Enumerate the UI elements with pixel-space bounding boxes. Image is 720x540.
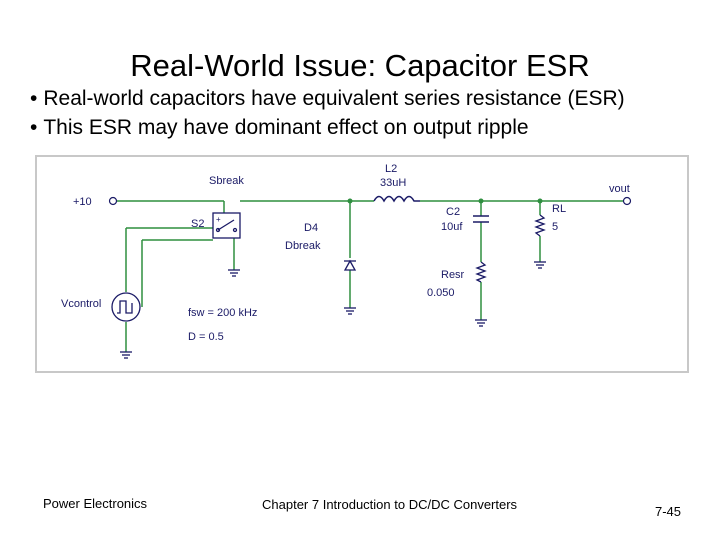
bullet-list: Real-world capacitors have equivalent se…: [30, 84, 625, 142]
output-terminal: [622, 196, 632, 206]
bullet-item: Real-world capacitors have equivalent se…: [30, 84, 624, 113]
output-label: vout: [609, 183, 630, 195]
source-label: +10: [73, 196, 92, 208]
duty-label: D = 0.5: [188, 331, 224, 343]
footer-chapter: Chapter 7 Introduction to DC/DC Converte…: [262, 497, 518, 512]
load-value-label: 5: [552, 221, 558, 233]
esr-name-label: Resr: [441, 269, 465, 281]
junction-dots: [347, 198, 543, 204]
diode-symbol: [343, 259, 357, 271]
switch-name-label: S2: [191, 218, 204, 230]
bullet-item: This ESR may have dominant effect on out…: [30, 113, 625, 142]
footer-course: Power Electronics: [43, 496, 148, 511]
diode-name-label: D4: [304, 222, 318, 234]
inductor-symbol: [373, 195, 420, 203]
source-terminal: [108, 196, 118, 206]
switch-model-label: Sbreak: [209, 175, 244, 187]
slide-title: Real-World Issue: Capacitor ESR: [130, 48, 590, 83]
ground-symbols: [120, 261, 546, 359]
pulse-source-symbol: [111, 292, 141, 322]
control-label: Vcontrol: [61, 298, 101, 310]
load-name-label: RL: [552, 203, 566, 215]
esr-value-label: 0.050: [427, 287, 455, 299]
cap-value-label: 10uf: [441, 221, 463, 233]
switch-symbol: +: [212, 212, 241, 239]
inductor-value-label: 33uH: [380, 177, 406, 189]
schematic-frame: [35, 155, 689, 373]
svg-text:+: +: [216, 215, 221, 224]
diode-model-label: Dbreak: [285, 240, 321, 252]
esr-resistor-symbol: [475, 261, 487, 283]
footer-page-number: 7-45: [655, 504, 682, 519]
capacitor-symbol: [473, 215, 489, 223]
cap-name-label: C2: [446, 206, 460, 218]
load-resistor-symbol: [534, 214, 546, 237]
wires: [117, 200, 624, 352]
inductor-name-label: L2: [385, 163, 397, 175]
fsw-label: fsw = 200 kHz: [188, 307, 257, 319]
